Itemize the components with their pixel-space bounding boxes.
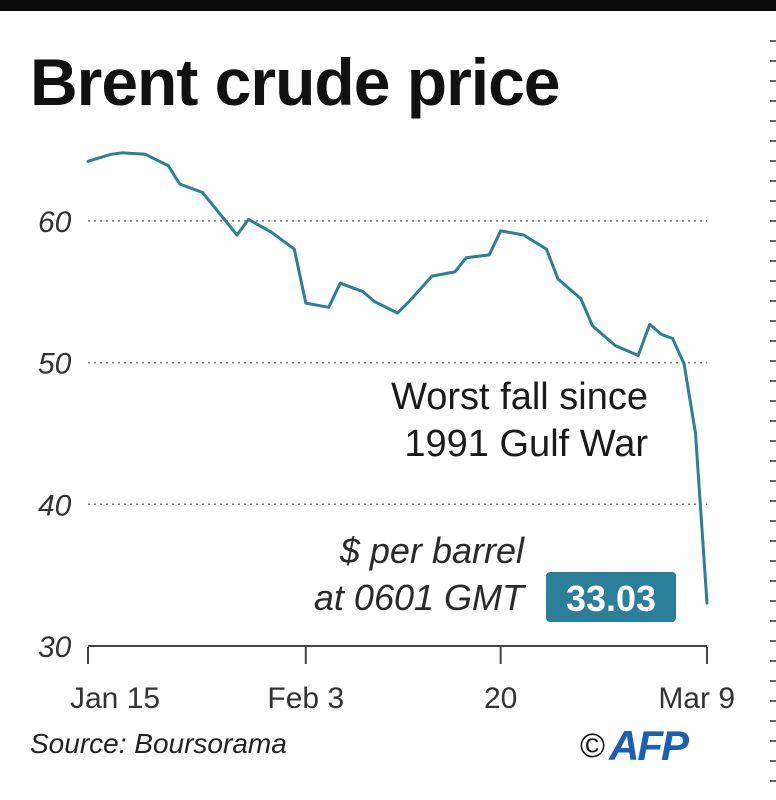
x-axis bbox=[87, 645, 708, 664]
x-tick-label-0: Jan 15 bbox=[70, 682, 160, 715]
y-tick-label-60: 60 bbox=[38, 206, 72, 239]
unit-label-line-2: at 0601 GMT bbox=[314, 577, 527, 618]
top-bar bbox=[0, 0, 776, 11]
x-tick-label-2: 20 bbox=[484, 682, 517, 715]
x-tick-label-1: Feb 3 bbox=[267, 682, 344, 715]
unit-label-line-1: $ per barrel bbox=[339, 530, 525, 571]
y-tick-label-40: 40 bbox=[38, 489, 72, 522]
y-tick-label-50: 50 bbox=[38, 348, 72, 381]
price-line bbox=[86, 151, 709, 605]
y-tick-label-30: 30 bbox=[38, 631, 72, 664]
credit: © AFP bbox=[580, 722, 689, 770]
x-tick-label-3: Mar 9 bbox=[658, 682, 735, 715]
afp-logo-icon: AFP bbox=[609, 722, 689, 769]
y-tick-labels: 30 40 50 60 bbox=[38, 206, 72, 664]
annotation-line-1: Worst fall since bbox=[391, 376, 648, 418]
source-note: Source: Boursorama bbox=[30, 728, 287, 759]
copyright-symbol: © bbox=[580, 726, 606, 765]
gridlines bbox=[88, 220, 707, 506]
edge-decoration bbox=[766, 40, 776, 800]
annotation-line-2: 1991 Gulf War bbox=[404, 423, 648, 465]
x-tick-labels: Jan 15 Feb 3 20 Mar 9 bbox=[70, 682, 735, 715]
last-value-label: 33.03 bbox=[566, 578, 656, 619]
last-value-badge bbox=[546, 572, 676, 622]
price-chart: 30 40 50 60 Jan 15 Feb 3 20 Mar 9 Worst fall s… bbox=[38, 151, 735, 715]
chart-title: Brent crude price bbox=[30, 45, 560, 119]
